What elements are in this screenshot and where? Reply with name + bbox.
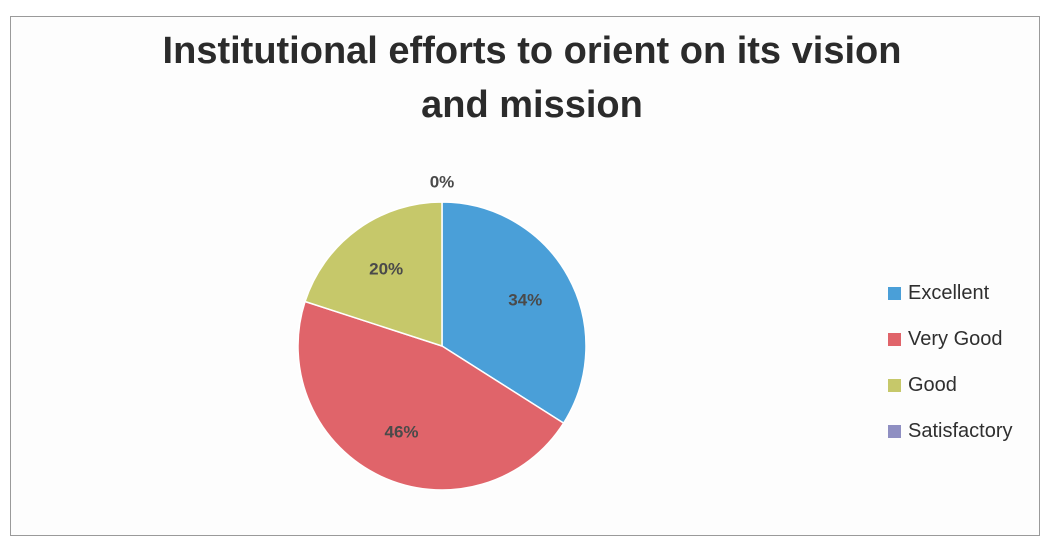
- data-label-very-good: 46%: [385, 422, 419, 441]
- legend-swatch-good: [888, 378, 901, 392]
- legend-item-excellent: Excellent: [888, 270, 1012, 316]
- legend-swatch-very-good: [888, 332, 901, 346]
- legend-item-very-good: Very Good: [888, 316, 1012, 362]
- legend-swatch-satisfactory: [888, 424, 901, 438]
- legend-label-good: Good: [908, 373, 957, 396]
- legend-item-good: Good: [888, 362, 1012, 408]
- legend-label-excellent: Excellent: [908, 281, 990, 304]
- chart-title: Institutional efforts to orient on its v…: [0, 24, 1044, 132]
- legend-label-satisfactory: Satisfactory: [908, 419, 1013, 442]
- data-label-excellent: 34%: [508, 291, 542, 310]
- data-label-satisfactory: 0%: [430, 173, 455, 192]
- legend-swatch-excellent: [888, 286, 901, 300]
- legend-label-very-good: Very Good: [908, 327, 1003, 350]
- pie-slice-very-good: [297, 300, 565, 491]
- chart-title-line-1: Institutional efforts to orient on its v…: [162, 30, 902, 72]
- legend-item-satisfactory: Satisfactory: [888, 408, 1012, 454]
- pie-slice-good: [304, 201, 443, 348]
- data-label-good: 20%: [369, 260, 403, 279]
- legend: Excellent Very Good Good Satisfactory: [888, 270, 1012, 454]
- pie-slice-excellent: [441, 201, 587, 425]
- chart-title-line-2: and mission: [421, 84, 643, 126]
